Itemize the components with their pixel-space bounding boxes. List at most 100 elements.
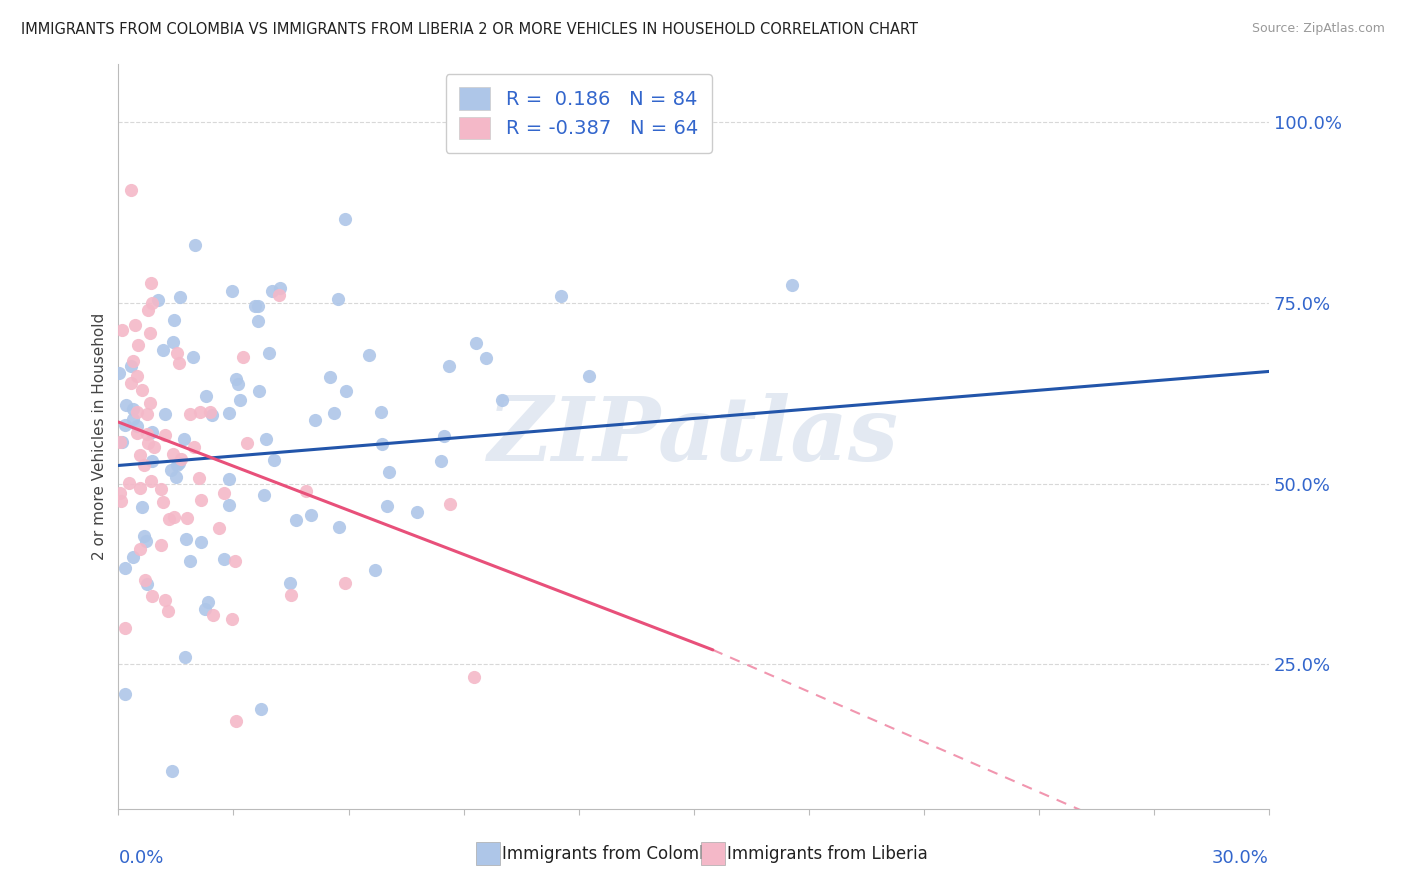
Point (214, 551, 236, 566)
Point (193, 602, 215, 616)
Point (173, 432, 195, 446)
Point (141, 454, 163, 468)
Point (218, 471, 240, 485)
Point (208, 521, 231, 535)
Point (170, 452, 193, 467)
Point (439, 497, 461, 511)
Point (550, 289, 572, 303)
Point (110, 434, 132, 449)
Point (183, 440, 205, 454)
Point (319, 370, 342, 384)
Point (280, 576, 302, 591)
Point (246, 313, 269, 327)
Point (218, 406, 240, 420)
Point (169, 290, 191, 304)
Point (221, 612, 243, 626)
Point (169, 356, 191, 370)
Point (136, 435, 159, 450)
Point (139, 276, 162, 290)
Point (153, 407, 176, 421)
Point (176, 511, 198, 525)
Point (228, 377, 250, 392)
Point (229, 392, 252, 407)
Point (108, 367, 131, 381)
Text: 30.0%: 30.0% (1212, 849, 1270, 867)
Legend: R =  0.186   N = 84, R = -0.387   N = 64: R = 0.186 N = 84, R = -0.387 N = 64 (446, 74, 711, 153)
Point (578, 369, 600, 384)
Point (280, 588, 302, 602)
Point (146, 293, 169, 307)
Point (263, 453, 285, 467)
Point (155, 428, 177, 442)
Point (225, 372, 247, 386)
Point (141, 295, 163, 310)
Point (132, 529, 155, 543)
Point (378, 465, 401, 479)
Point (269, 280, 291, 294)
Point (167, 456, 190, 470)
Point (117, 476, 139, 491)
Point (162, 764, 184, 778)
Point (465, 336, 488, 351)
Point (121, 549, 143, 564)
Point (157, 605, 180, 619)
Point (179, 553, 201, 567)
Point (284, 513, 307, 527)
Point (225, 714, 247, 728)
Point (152, 495, 174, 509)
Point (269, 288, 291, 302)
Point (120, 376, 142, 390)
Point (174, 533, 197, 547)
Text: Source: ZipAtlas.com: Source: ZipAtlas.com (1251, 22, 1385, 36)
Point (371, 437, 394, 451)
Point (127, 369, 149, 384)
Point (135, 534, 157, 549)
Point (198, 405, 221, 419)
Point (474, 351, 496, 365)
Point (224, 554, 246, 568)
Point (163, 313, 186, 327)
Point (124, 318, 146, 332)
Point (139, 396, 162, 410)
Text: Immigrants from Liberia: Immigrants from Liberia (727, 845, 928, 863)
Point (135, 577, 157, 591)
Point (125, 426, 148, 441)
Point (197, 595, 219, 609)
Point (187, 471, 209, 485)
Point (108, 486, 131, 500)
Point (184, 238, 207, 252)
Point (110, 494, 132, 508)
Point (437, 359, 460, 373)
Point (232, 351, 254, 365)
Point (111, 323, 134, 337)
Point (134, 573, 156, 587)
Point (163, 510, 186, 524)
Point (139, 475, 162, 489)
Point (120, 359, 142, 373)
Point (155, 593, 177, 607)
Point (131, 500, 153, 514)
Point (127, 338, 149, 352)
Point (780, 278, 803, 293)
Point (136, 303, 159, 318)
Point (218, 498, 240, 512)
Point (304, 413, 326, 427)
Point (136, 427, 159, 442)
Point (326, 292, 349, 306)
Point (463, 669, 485, 683)
Point (295, 483, 318, 498)
Point (335, 384, 357, 399)
Point (120, 183, 142, 197)
Point (128, 542, 150, 557)
Point (122, 402, 145, 417)
Point (131, 383, 153, 397)
Point (125, 419, 148, 434)
Point (370, 405, 392, 419)
Point (111, 434, 134, 449)
Point (114, 687, 136, 701)
Point (139, 326, 162, 340)
Point (201, 607, 224, 622)
Point (432, 429, 454, 443)
Point (152, 343, 174, 358)
Point (141, 589, 163, 603)
